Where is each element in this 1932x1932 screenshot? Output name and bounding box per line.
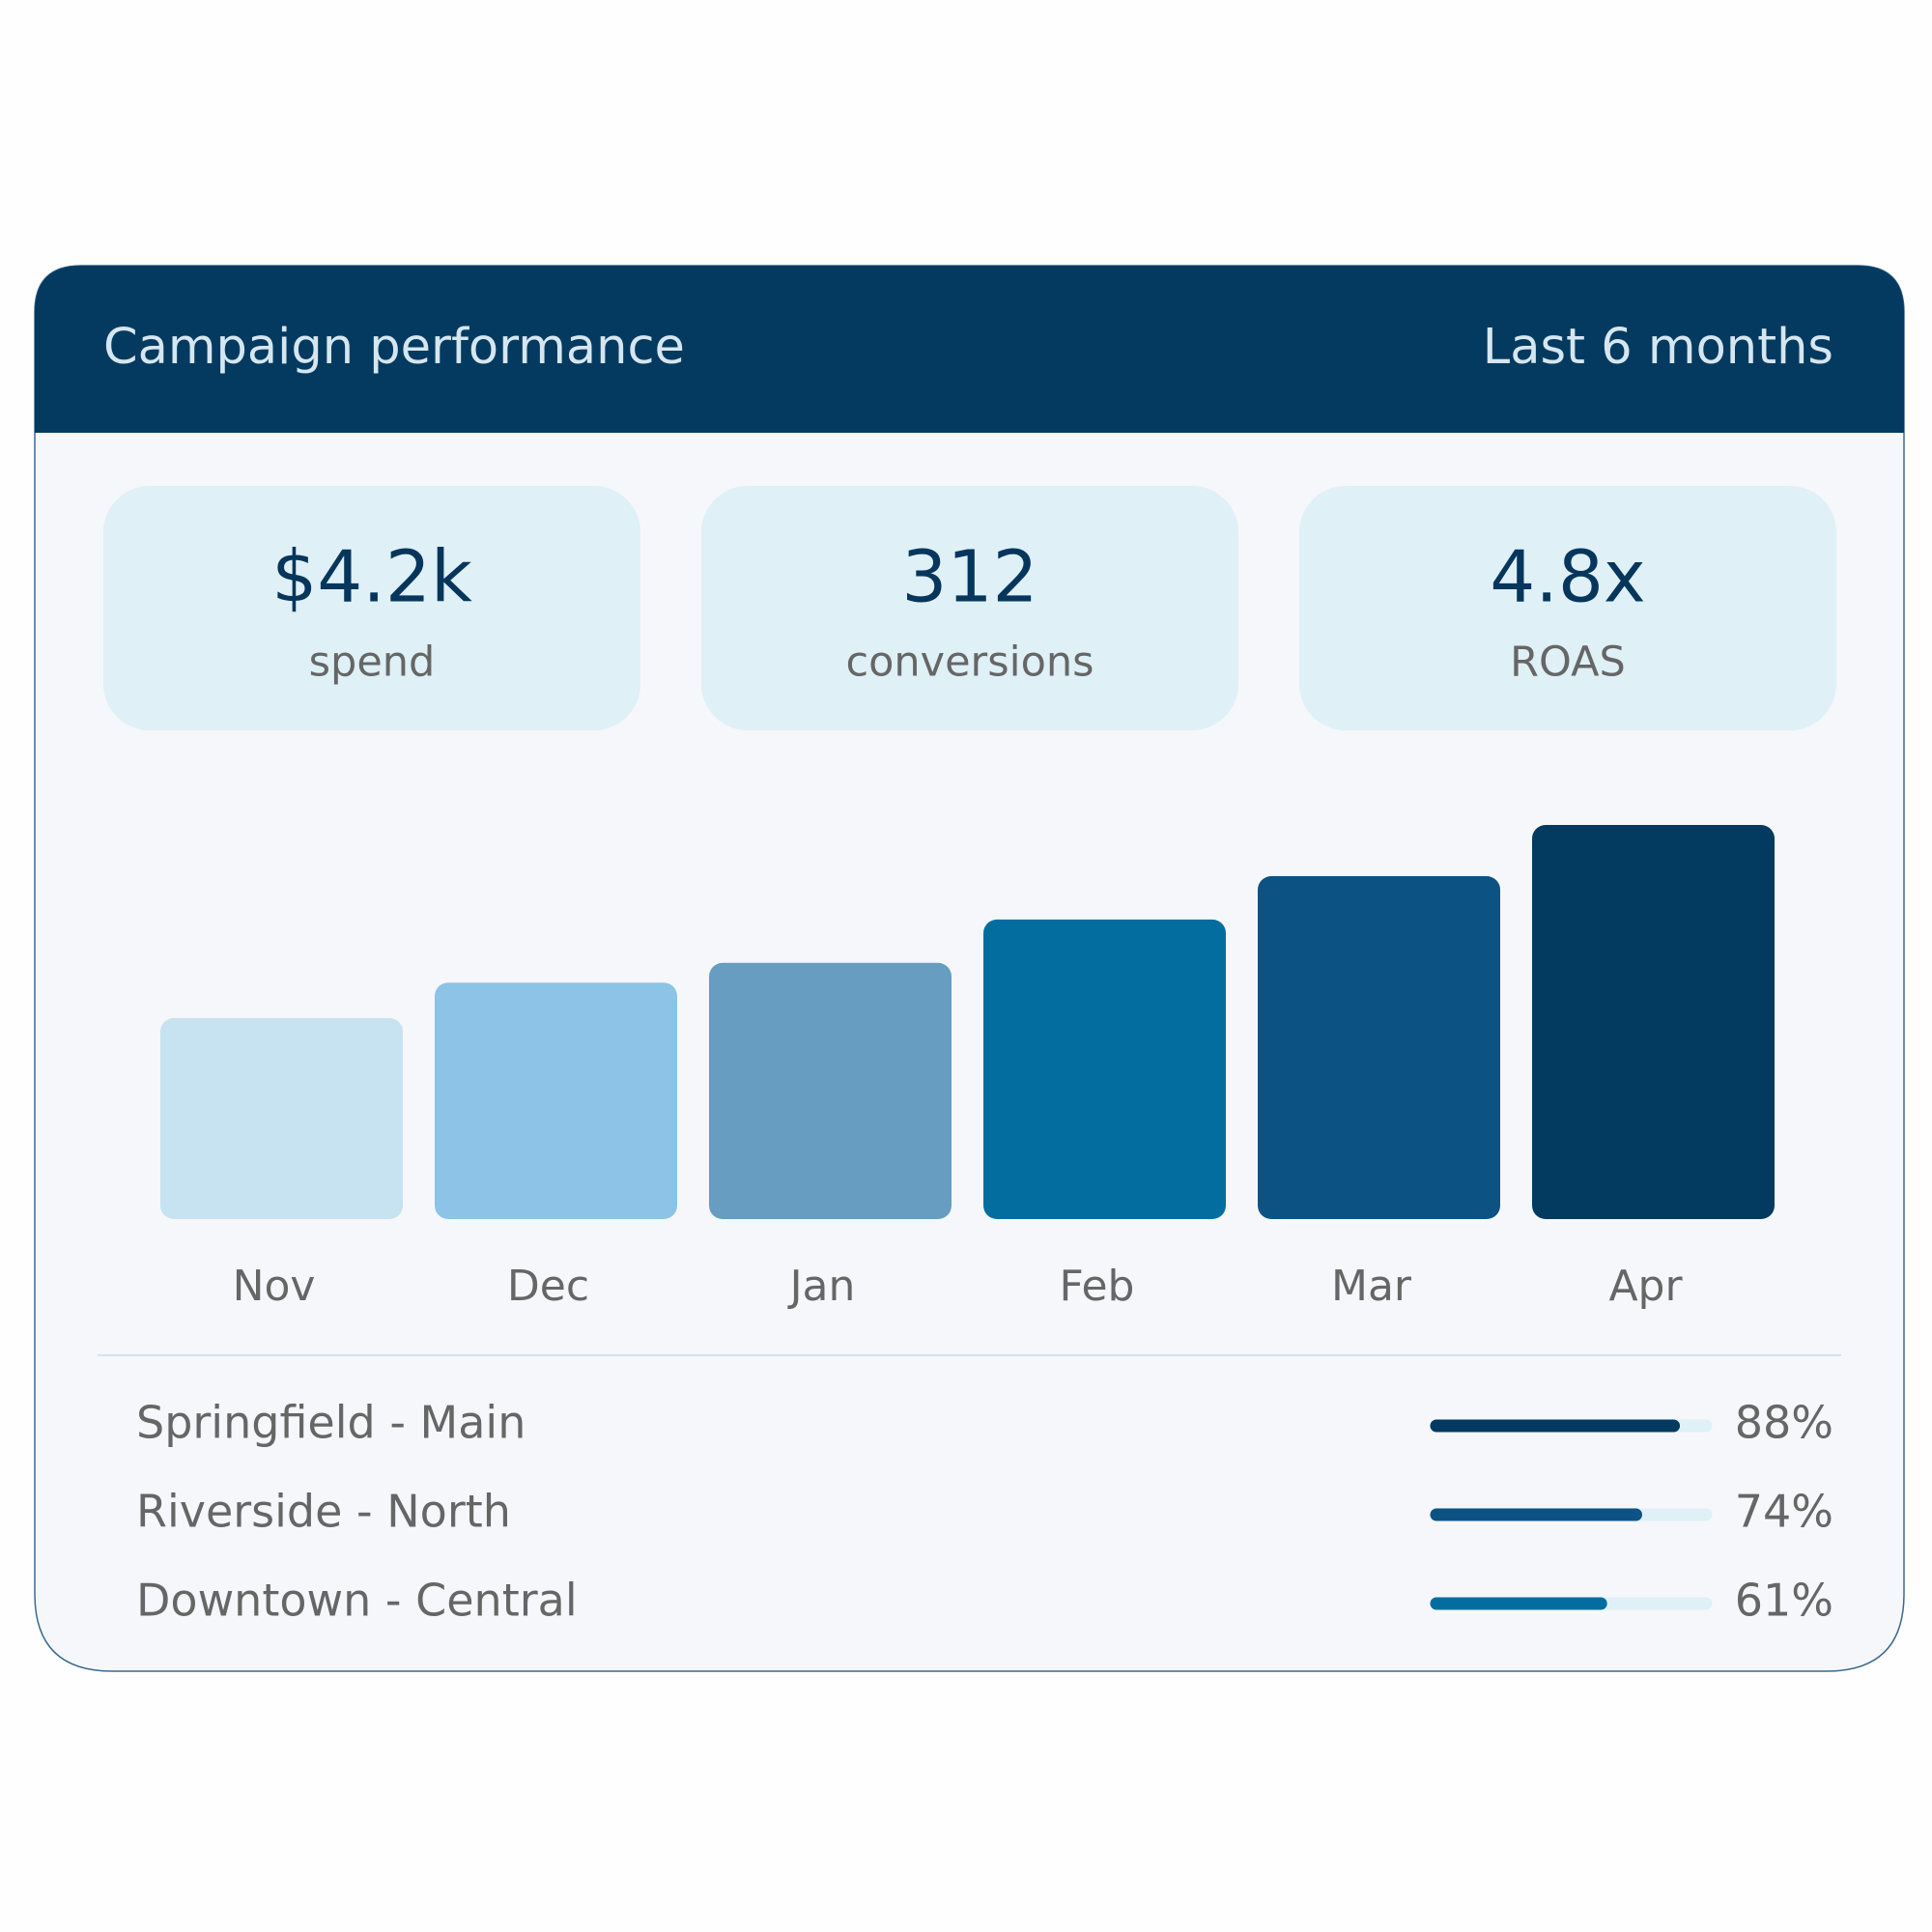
x-tick-label: Apr (1608, 1262, 1683, 1311)
location-percent: 74% (1735, 1486, 1833, 1538)
bar (1532, 825, 1775, 1219)
location-percent: 88% (1735, 1397, 1833, 1449)
kpi-card (1299, 486, 1836, 730)
location-name: Springfield - Main (136, 1397, 526, 1449)
x-tick-label: Feb (1060, 1262, 1135, 1311)
header-period: Last 6 months (1483, 319, 1833, 376)
kpi-label: ROAS (1510, 639, 1626, 687)
bar (709, 962, 952, 1219)
x-tick-label: Jan (787, 1262, 856, 1311)
kpi-value: 312 (901, 536, 1037, 619)
bar (435, 982, 677, 1219)
location-percent: 61% (1735, 1575, 1833, 1627)
x-tick-label: Mar (1331, 1262, 1412, 1311)
header-title: Campaign performance (103, 319, 685, 376)
bar (160, 1017, 403, 1219)
location-name: Riverside - North (136, 1486, 511, 1538)
kpi-label: spend (309, 639, 436, 687)
bar (983, 919, 1226, 1219)
kpi-value: 4.8x (1490, 536, 1645, 619)
location-name: Downtown - Central (136, 1575, 578, 1627)
bar (1258, 876, 1500, 1219)
kpi-card (701, 486, 1238, 730)
card-header (35, 266, 1904, 433)
kpi-value: $4.2k (271, 536, 472, 619)
kpi-card (103, 486, 640, 730)
x-tick-label: Dec (507, 1262, 589, 1311)
kpi-label: conversions (845, 639, 1094, 687)
x-tick-label: Nov (233, 1262, 316, 1311)
